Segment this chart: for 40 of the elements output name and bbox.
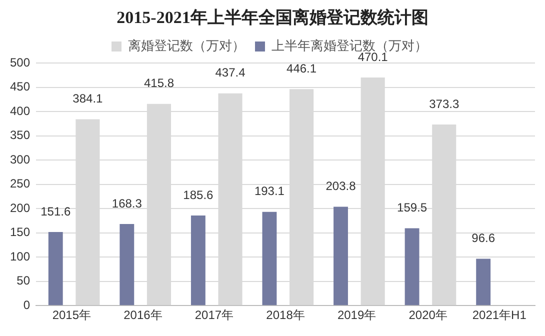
- y-tick-label: 300: [10, 152, 30, 166]
- bar: [404, 228, 420, 306]
- data-label: 159.5: [397, 200, 428, 215]
- data-label: 193.1: [254, 184, 285, 198]
- y-tick-label: 500: [10, 55, 30, 70]
- y-tick-label: 50: [16, 274, 30, 288]
- legend-label: 离婚登记数（万对）: [128, 38, 245, 54]
- x-tick-label: 2017年: [194, 308, 234, 322]
- data-label: 415.8: [144, 76, 174, 90]
- x-tick-label: 2015年: [52, 308, 92, 322]
- bar: [120, 224, 134, 306]
- bar: [262, 212, 277, 306]
- y-tick-label: 250: [10, 176, 30, 191]
- data-label: 151.6: [40, 204, 71, 218]
- y-tick-label: 100: [10, 249, 30, 264]
- data-label: 96.6: [472, 231, 496, 246]
- data-label: 203.8: [326, 179, 356, 194]
- x-tick-label: 2016年: [124, 308, 162, 322]
- x-tick-label: 2020年: [408, 308, 448, 322]
- data-label: 185.6: [183, 188, 214, 202]
- bar: [48, 232, 63, 306]
- y-tick-label: 450: [10, 80, 30, 94]
- y-tick-label: 350: [10, 128, 30, 142]
- y-tick-label: 150: [10, 225, 30, 240]
- y-tick-label: 400: [10, 104, 30, 118]
- x-tick-label: 2021年H1: [472, 308, 527, 322]
- x-tick-label: 2018年: [266, 308, 305, 322]
- legend-label: 上半年离婚登记数（万对）: [272, 38, 428, 54]
- y-tick-label: 0: [23, 298, 30, 312]
- data-label: 168.3: [112, 196, 142, 210]
- data-label: 446.1: [286, 61, 317, 76]
- y-tick-label: 200: [10, 200, 30, 215]
- data-label: 384.1: [72, 92, 104, 106]
- data-label: 437.4: [215, 66, 246, 80]
- x-tick-label: 2019年: [337, 308, 376, 322]
- chart-title: 2015-2021年上半年全国离婚登记数统计图: [116, 7, 430, 29]
- bar: [476, 258, 491, 306]
- data-label: 373.3: [429, 96, 460, 111]
- bar: [334, 206, 348, 306]
- bar: [190, 216, 206, 306]
